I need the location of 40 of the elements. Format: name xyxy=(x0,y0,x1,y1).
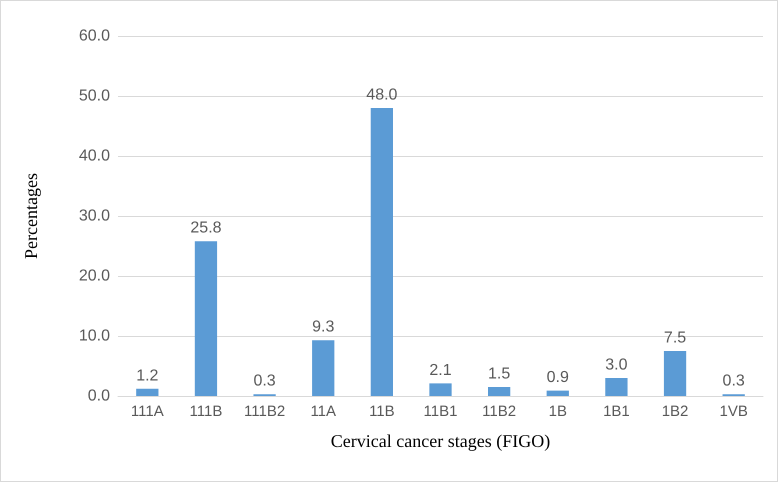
bar xyxy=(194,241,218,396)
x-tick-label: 111B2 xyxy=(244,403,286,420)
x-tick-label: 1VB xyxy=(720,403,748,420)
bar xyxy=(664,351,686,396)
y-tick-label: 30.0 xyxy=(78,208,110,224)
data-label: 1.5 xyxy=(488,366,510,382)
data-label: 2.1 xyxy=(429,362,452,379)
data-label: 0.9 xyxy=(546,369,569,386)
y-tick-label: 50.0 xyxy=(78,88,110,104)
data-label: 0.3 xyxy=(722,372,745,390)
y-tick-label: 10.0 xyxy=(78,328,110,344)
y-tick-label: 0.0 xyxy=(88,388,110,404)
x-tick-label: 111B xyxy=(190,403,222,420)
bar xyxy=(488,387,510,396)
x-tick-label: 1B1 xyxy=(603,403,630,420)
x-tick-label: 11B1 xyxy=(424,403,458,420)
bar xyxy=(370,108,394,396)
y-tick-label: 40.0 xyxy=(78,148,110,164)
data-label: 3.0 xyxy=(605,356,628,374)
x-tick-label: 1B2 xyxy=(662,403,688,420)
x-tick-label: 11A xyxy=(310,403,336,420)
y-axis-title: Percentages xyxy=(21,173,41,259)
data-label: 48.0 xyxy=(366,86,398,104)
y-tick-label: 60.0 xyxy=(78,28,110,44)
bar xyxy=(136,388,158,396)
x-tick-label: 11B2 xyxy=(482,403,516,420)
data-label: 7.5 xyxy=(664,330,686,346)
data-label: 25.8 xyxy=(190,220,222,237)
x-axis-title: Cervical cancer stages (FIGO) xyxy=(330,431,550,451)
y-tick-label: 20.0 xyxy=(78,268,110,284)
bar xyxy=(312,340,334,396)
data-label: 9.3 xyxy=(312,318,334,336)
data-label: 0.3 xyxy=(253,372,276,390)
bar xyxy=(429,383,452,396)
x-tick-label: 11B xyxy=(369,403,395,420)
x-tick-label: 1B xyxy=(548,403,567,420)
bar xyxy=(546,390,569,396)
bar xyxy=(605,378,628,396)
x-tick-label: 111A xyxy=(130,403,164,420)
data-label: 1.2 xyxy=(136,367,159,384)
